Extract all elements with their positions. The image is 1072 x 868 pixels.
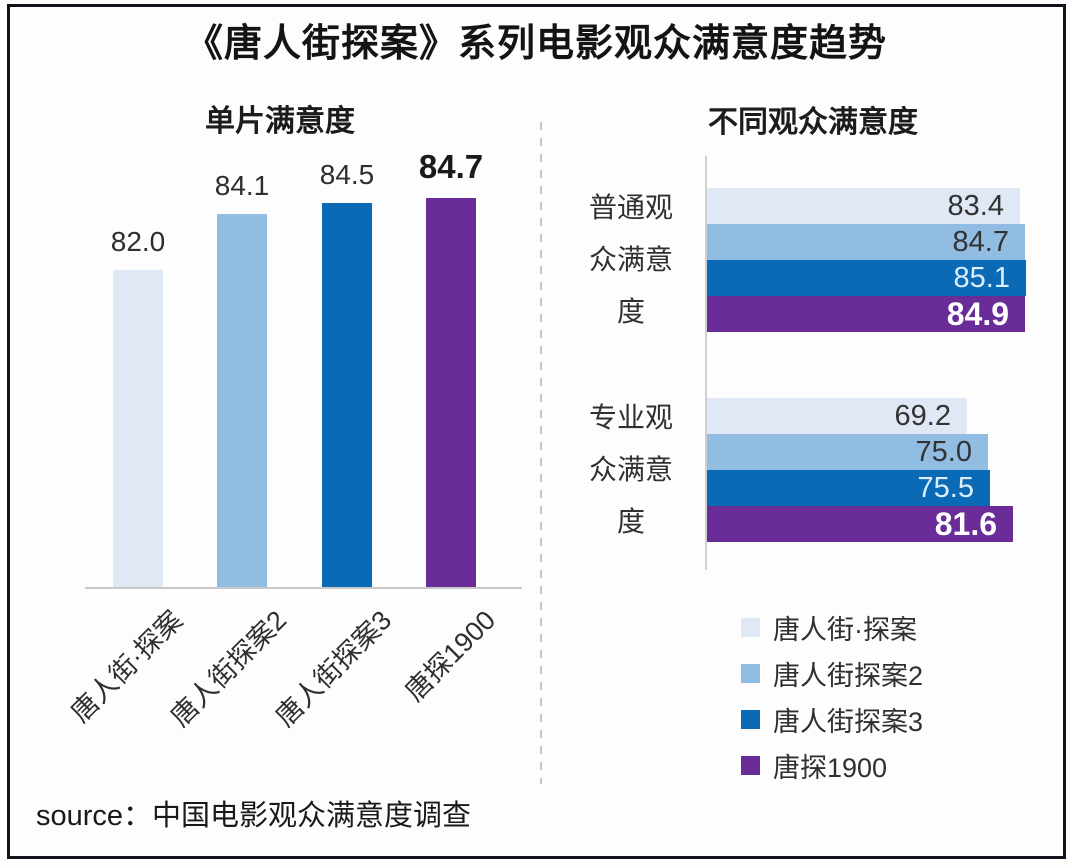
right-chart-group0-bar-3: 84.9 (707, 296, 1025, 332)
left-chart-bar-0 (113, 270, 163, 587)
left-chart-value-0: 82.0 (110, 226, 166, 257)
right-chart-group0-bar-0: 83.4 (707, 188, 1020, 224)
legend-label: 唐人街·探案 (773, 614, 917, 645)
right-chart-group0-value-3: 84.9 (946, 296, 1009, 332)
legend-label: 唐人街探案3 (773, 706, 924, 737)
legend-label: 唐探1900 (773, 752, 888, 783)
group-label-general-audience: 普通观众满意度 (588, 192, 673, 327)
source-note: source：中国电影观众满意度调查 (36, 800, 472, 832)
right-chart-group0-value-1: 84.7 (952, 226, 1009, 258)
left-chart-value-3: 84.7 (418, 148, 484, 185)
legend-swatch-icon (741, 709, 760, 729)
legend-swatch-icon (741, 617, 760, 637)
right-chart-group0-bar-1: 84.7 (707, 224, 1025, 260)
right-chart-group1-value-0: 69.2 (894, 400, 951, 432)
left-chart-bar-3 (426, 198, 476, 587)
legend-item-1: 唐人街探案2 (741, 650, 923, 696)
legend-swatch-icon (741, 663, 760, 683)
panel-divider (540, 122, 542, 784)
left-chart-bar-1 (217, 214, 267, 587)
right-chart-group0-value-0: 83.4 (947, 190, 1004, 222)
legend-label: 唐人街探案2 (773, 660, 924, 691)
right-chart-group1-bar-2: 75.5 (707, 470, 990, 506)
left-chart-value-2: 84.5 (319, 159, 375, 190)
main-title: 《唐人街探案》系列电影观众满意度趋势 (184, 23, 887, 65)
left-chart-bar-2 (322, 203, 372, 587)
legend-item-3: 唐探1900 (741, 742, 923, 788)
right-chart-group1-bar-3: 81.6 (707, 506, 1013, 542)
right-chart-group1-bar-0: 69.2 (707, 398, 967, 434)
right-chart-title: 不同观众满意度 (708, 106, 918, 139)
group-label-professional-audience: 专业观众满意度 (588, 402, 673, 537)
left-chart-title: 单片满意度 (205, 105, 355, 138)
right-chart-group0-value-2: 85.1 (953, 262, 1010, 294)
right-chart-group0-bar-2: 85.1 (707, 260, 1026, 296)
legend-item-0: 唐人街·探案 (741, 604, 923, 650)
group-label-professional-audience-wrap: 专业观众满意度 (556, 392, 706, 548)
right-chart-group1-value-3: 81.6 (934, 506, 997, 542)
left-chart-value-1: 84.1 (214, 170, 270, 201)
legend-item-2: 唐人街探案3 (741, 696, 923, 742)
legend-swatch-icon (741, 755, 760, 775)
right-chart-axis-line (705, 156, 707, 570)
left-plot-area: 82.0 84.1 84.5 84.7 (85, 148, 522, 589)
right-chart-group1-value-2: 75.5 (917, 472, 974, 504)
legend: 唐人街·探案 唐人街探案2 唐人街探案3 唐探1900 (741, 604, 923, 788)
right-chart-group1-bar-1: 75.0 (707, 434, 988, 470)
left-chart-category-3: 唐探1900 (399, 604, 502, 707)
group-label-general-audience-wrap: 普通观众满意度 (556, 182, 706, 338)
right-chart-group1-value-1: 75.0 (915, 436, 972, 468)
